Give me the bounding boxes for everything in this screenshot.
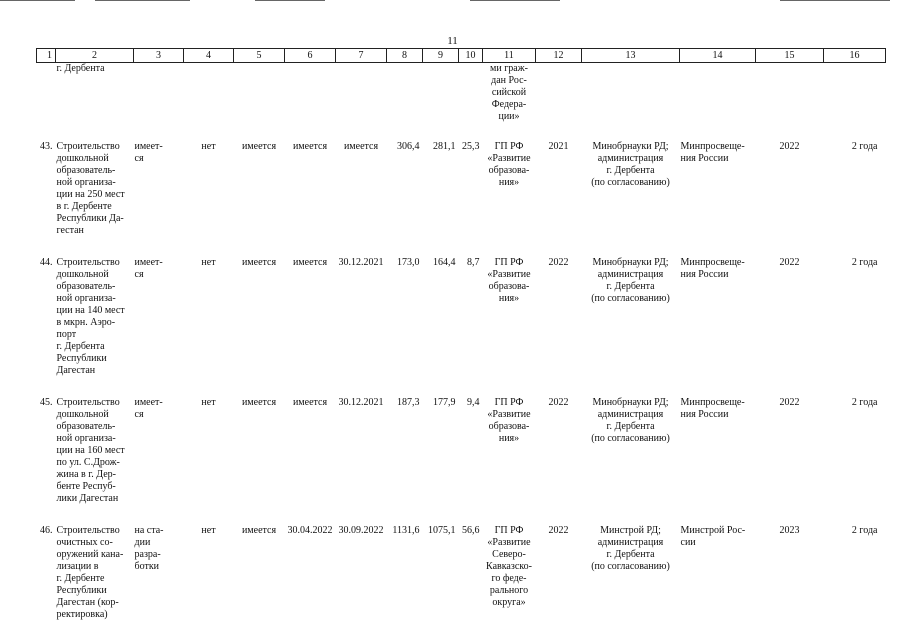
federal-funds: 1075,1 [428,525,456,536]
object-name: Строительство очистных со- оружений кана… [56,525,124,620]
column-number-header: 1 2 3 4 5 6 7 8 9 10 11 12 13 14 15 16 [36,48,886,63]
column-header-12: 12 [535,48,582,63]
table-row: 45. Строительство дошкольной образователь… [37,377,886,505]
land-status: имеется [241,525,277,536]
federal-funds: 164,4 [433,257,456,268]
investment-projects-table: 1 2 3 4 5 6 7 8 9 10 11 12 13 14 15 16 г. Дербента ми г… [36,48,886,621]
land-status: имеется [241,141,277,152]
tech-conditions: имеется [292,257,328,268]
expertise-status: нет [201,257,216,268]
start-year: 2022 [548,525,569,536]
column-header-11: 11 [482,48,536,63]
tech-conditions: имеется [292,397,328,408]
design-docs-status: на ста- дии разра- ботки [134,525,164,572]
state-program: ГП РФ «Развитие образова- ния» [487,397,531,444]
tech-conditions: 30.04.2022 [287,525,333,536]
federal-authority: Минпросвеще- ния России [680,257,745,280]
regional-funds: 25,3 [462,141,480,152]
responsible-executor: Минобрнауки РД; администрация г. Дербент… [591,141,670,188]
total-cost: 173,0 [397,257,420,268]
column-header-16: 16 [823,48,886,63]
row-number: 44. [40,257,53,268]
start-year: 2022 [548,397,569,408]
table-row: 43. Строительство дошкольной образователь… [37,123,886,237]
column-header-9: 9 [422,48,459,63]
column-header-6: 6 [284,48,336,63]
column-header-3: 3 [133,48,184,63]
design-docs-status: имеет- ся [134,257,163,280]
expertise-status: нет [201,141,216,152]
scan-edge-mark [470,0,560,1]
row-number: 45. [40,397,53,408]
scan-edge-mark [0,0,75,1]
total-cost: 187,3 [397,397,420,408]
column-header-7: 7 [335,48,387,63]
state-program: ГП РФ «Развитие образова- ния» [487,141,531,188]
expertise-status: нет [201,397,216,408]
column-header-5: 5 [233,48,285,63]
page-number: 11 [447,35,458,47]
column-header-4: 4 [183,48,234,63]
responsible-executor: Минобрнауки РД; администрация г. Дербент… [591,257,670,304]
duration: 2 года [851,257,878,268]
scan-edge-mark [780,0,890,1]
permit-status: имеется [343,141,379,152]
row-number: 46. [40,525,53,536]
scan-edge-mark [255,0,325,1]
continuation-row: г. Дербента ми граж- дан Рос- сийской Фе… [37,63,886,124]
completion-year: 2022 [779,257,800,268]
tech-conditions: имеется [292,141,328,152]
object-name: Строительство дошкольной образователь- н… [56,397,125,504]
continuation-program: ми граж- дан Рос- сийской Федера- ции» [490,63,528,122]
expertise-status: нет [201,525,216,536]
regional-funds: 56,6 [462,525,480,536]
permit-status: 30.12.2021 [338,397,384,408]
federal-authority: Минпросвеще- ния России [680,141,745,164]
object-name: Строительство дошкольной образователь- н… [56,257,125,376]
start-year: 2021 [548,141,569,152]
land-status: имеется [241,257,277,268]
federal-funds: 177,9 [433,397,456,408]
regional-funds: 9,4 [467,397,480,408]
total-cost: 306,4 [397,141,420,152]
column-header-8: 8 [386,48,423,63]
duration: 2 года [851,525,878,536]
completion-year: 2022 [779,141,800,152]
design-docs-status: имеет- ся [134,397,163,420]
state-program: ГП РФ «Развитие образова- ния» [487,257,531,304]
federal-funds: 281,1 [433,141,456,152]
design-docs-status: имеет- ся [134,141,163,164]
duration: 2 года [851,141,878,152]
column-header-14: 14 [679,48,756,63]
federal-authority: Минпросвеще- ния России [680,397,745,420]
start-year: 2022 [548,257,569,268]
land-status: имеется [241,397,277,408]
column-header-13: 13 [581,48,680,63]
permit-status: 30.09.2022 [338,525,384,536]
state-program: ГП РФ «Развитие Северо- Кавказско- го фе… [486,525,532,608]
federal-authority: Минстрой Рос- сии [680,525,746,548]
table-row: 46. Строительство очистных со- оружений к… [37,505,886,621]
regional-funds: 8,7 [467,257,480,268]
scan-edge-mark [95,0,190,1]
object-name: Строительство дошкольной образователь- н… [56,141,125,236]
continuation-name: г. Дербента [56,63,105,74]
responsible-executor: Минстрой РД; администрация г. Дербента (… [591,525,670,572]
completion-year: 2022 [779,397,800,408]
column-header-15: 15 [755,48,824,63]
column-header-1: 1 [36,48,56,63]
total-cost: 1131,6 [392,525,420,536]
column-header-2: 2 [55,48,134,63]
table-row: 44. Строительство дошкольной образователь… [37,237,886,377]
row-number: 43. [40,141,53,152]
column-header-10: 10 [458,48,483,63]
completion-year: 2023 [779,525,800,536]
duration: 2 года [851,397,878,408]
responsible-executor: Минобрнауки РД; администрация г. Дербент… [591,397,670,444]
permit-status: 30.12.2021 [338,257,384,268]
